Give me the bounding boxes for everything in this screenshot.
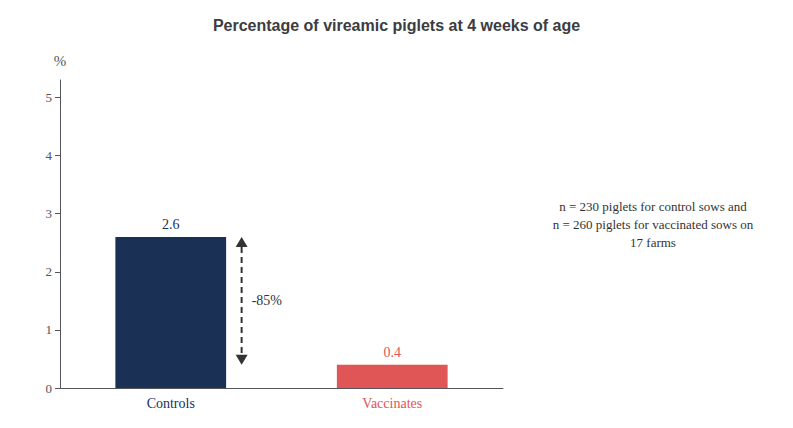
svg-text:17 farms: 17 farms <box>630 235 676 250</box>
svg-text:Controls: Controls <box>147 396 195 411</box>
svg-text:5: 5 <box>46 90 53 105</box>
svg-text:0.4: 0.4 <box>384 345 402 360</box>
svg-text:n = 260 piglets for vaccinated: n = 260 piglets for vaccinated sows on <box>553 217 754 232</box>
svg-text:2: 2 <box>46 264 53 279</box>
svg-text:0: 0 <box>46 381 53 396</box>
svg-text:n = 230 piglets for control so: n = 230 piglets for control sows and <box>559 199 747 214</box>
svg-text:3: 3 <box>46 206 53 221</box>
svg-text:1: 1 <box>46 322 53 337</box>
svg-text:Percentage of vireamic piglets: Percentage of vireamic piglets at 4 week… <box>213 17 580 34</box>
svg-text:4: 4 <box>46 148 53 163</box>
svg-text:-85%: -85% <box>252 293 283 308</box>
svg-text:%: % <box>54 53 67 69</box>
svg-text:2.6: 2.6 <box>162 217 180 232</box>
svg-text:Vaccinates: Vaccinates <box>362 396 422 411</box>
